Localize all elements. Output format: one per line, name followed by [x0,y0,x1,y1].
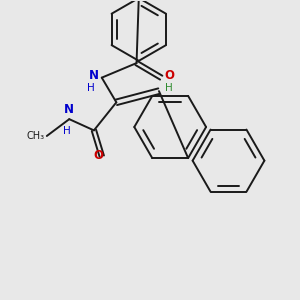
Text: N: N [88,69,98,82]
Text: CH₃: CH₃ [26,131,45,141]
Text: N: N [64,103,74,116]
Text: H: H [165,83,172,93]
Text: H: H [87,83,94,93]
Text: O: O [165,69,175,82]
Text: H: H [63,126,71,136]
Text: O: O [93,149,103,162]
